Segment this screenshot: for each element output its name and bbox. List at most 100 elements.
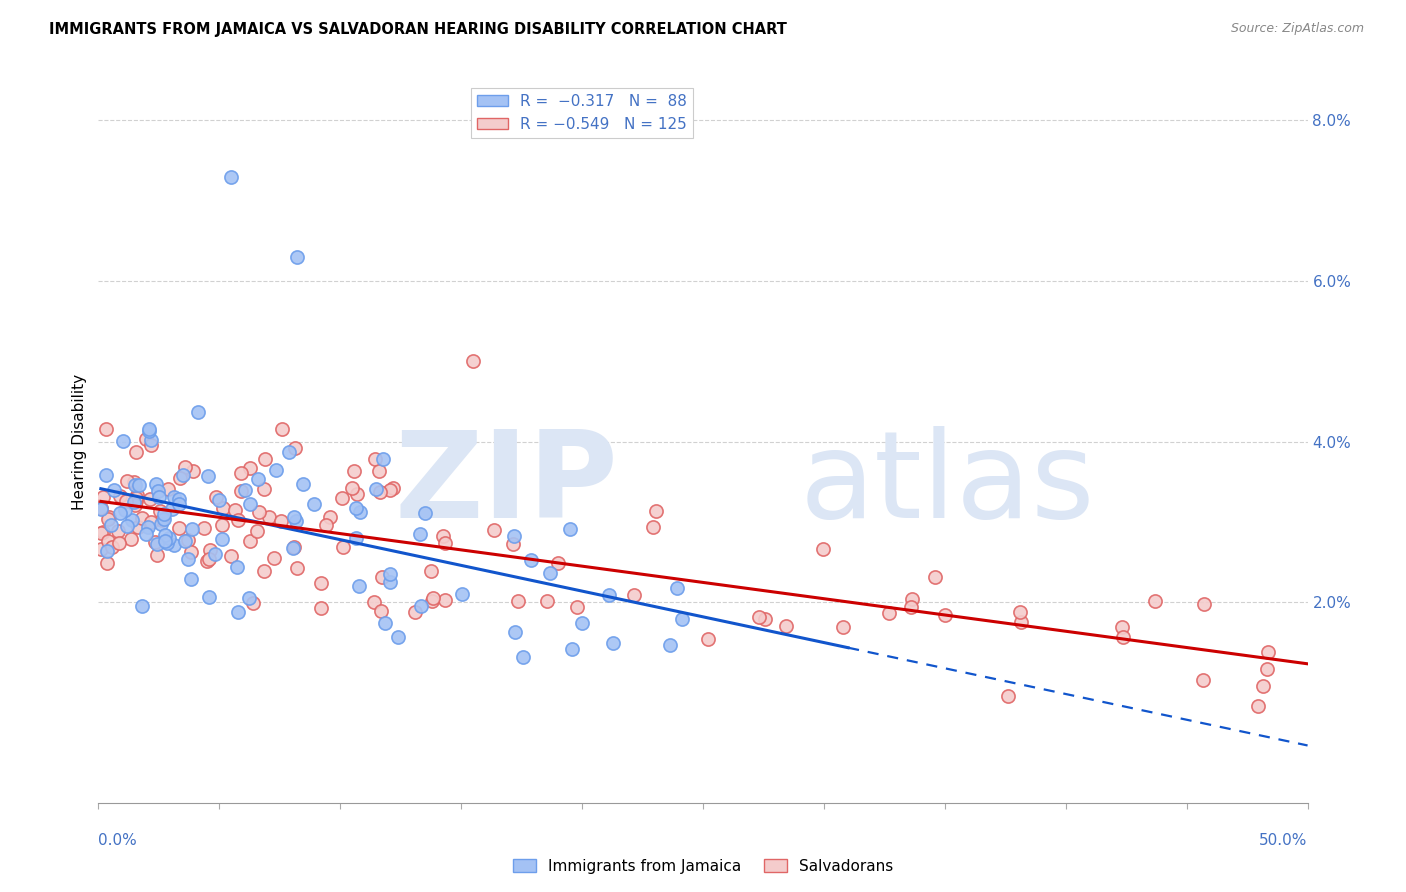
Point — [253, 482, 276, 496]
Point — [302, 497, 325, 511]
Point — [125, 444, 148, 458]
Point — [901, 591, 924, 606]
Point — [520, 553, 543, 567]
Point — [90, 542, 112, 557]
Point — [696, 632, 718, 647]
Point — [263, 551, 285, 566]
Point — [226, 605, 249, 619]
Point — [346, 486, 368, 500]
Point — [239, 534, 262, 549]
Point — [450, 587, 472, 601]
Point — [285, 514, 308, 528]
Point — [91, 490, 114, 504]
Point — [463, 354, 485, 368]
Point — [187, 405, 209, 419]
Point — [219, 549, 242, 563]
Point — [103, 483, 125, 497]
Point — [115, 494, 138, 508]
Point — [235, 483, 257, 497]
Point — [413, 506, 436, 520]
Point — [484, 524, 506, 538]
Point — [277, 444, 299, 458]
Point — [832, 620, 855, 634]
Point — [138, 424, 160, 438]
Point — [228, 513, 250, 527]
Point — [503, 625, 526, 640]
Point — [205, 490, 228, 504]
Point — [163, 539, 186, 553]
Point — [96, 556, 118, 570]
Point — [124, 475, 146, 489]
Point — [138, 492, 160, 507]
Point — [1112, 631, 1135, 645]
Point — [997, 690, 1019, 704]
Point — [239, 461, 262, 475]
Point — [283, 540, 305, 554]
Point — [877, 606, 900, 620]
Point — [174, 459, 197, 474]
Point — [177, 552, 200, 566]
Point — [371, 570, 394, 584]
Point — [1247, 699, 1270, 714]
Point — [128, 477, 150, 491]
Point — [538, 566, 561, 580]
Point — [1010, 606, 1032, 620]
Point — [107, 524, 129, 539]
Point — [120, 533, 142, 547]
Point — [90, 501, 112, 516]
Point — [253, 451, 276, 466]
Point — [136, 520, 159, 534]
Point — [374, 615, 396, 630]
Point — [174, 534, 197, 549]
Point — [934, 608, 956, 623]
Point — [200, 543, 222, 558]
Point — [1253, 679, 1275, 693]
Point — [124, 498, 146, 512]
Point — [181, 464, 204, 478]
Point — [602, 635, 624, 649]
Point — [409, 527, 432, 541]
Point — [283, 510, 305, 524]
Point — [139, 437, 162, 451]
Point — [108, 506, 131, 520]
Point — [211, 518, 233, 533]
Point — [565, 599, 588, 614]
Point — [411, 599, 433, 613]
Point — [97, 510, 120, 524]
Point — [211, 532, 233, 546]
Point — [571, 615, 593, 630]
Point — [364, 451, 387, 466]
Point — [671, 611, 693, 625]
Point — [167, 520, 190, 534]
Point — [155, 527, 177, 541]
Point — [1010, 615, 1032, 630]
Point — [332, 541, 354, 555]
Point — [157, 532, 180, 546]
Point — [363, 595, 385, 609]
Point — [502, 529, 524, 543]
Point — [238, 591, 260, 605]
Point — [96, 544, 118, 558]
Point — [344, 500, 367, 515]
Point — [195, 554, 218, 568]
Point — [257, 510, 280, 524]
Point — [623, 588, 645, 602]
Point — [115, 519, 138, 533]
Point — [387, 630, 409, 644]
Point — [311, 575, 333, 590]
Point — [197, 468, 219, 483]
Point — [208, 493, 231, 508]
Point — [163, 490, 186, 504]
Point — [433, 592, 456, 607]
Point — [434, 536, 457, 550]
Point — [153, 512, 176, 526]
Point — [143, 535, 166, 549]
Point — [121, 513, 143, 527]
Point — [145, 537, 167, 551]
Point — [318, 510, 340, 524]
Point — [167, 497, 190, 511]
Point — [239, 498, 262, 512]
Point — [264, 463, 287, 477]
Point — [373, 451, 395, 466]
Point — [90, 501, 112, 516]
